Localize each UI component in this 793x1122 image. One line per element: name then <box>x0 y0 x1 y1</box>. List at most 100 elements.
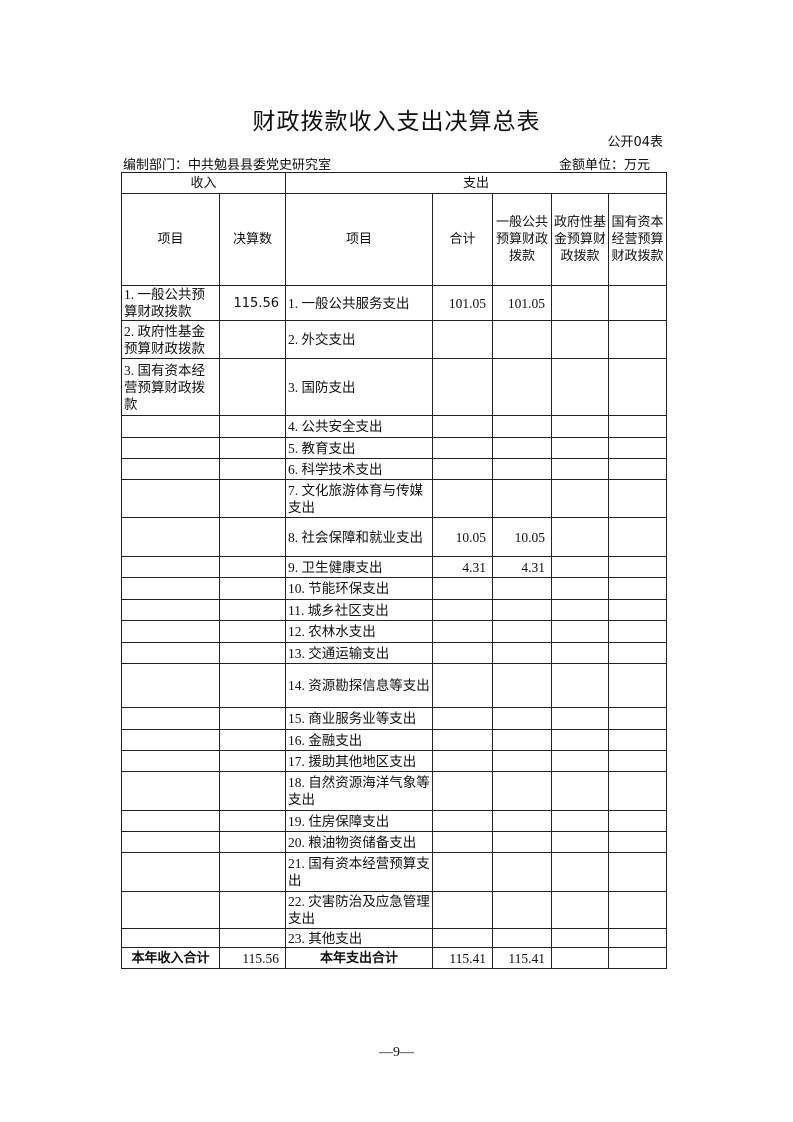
state-capital-cell <box>608 458 668 480</box>
expense-item: 8. 社会保障和就业支出 <box>285 517 434 557</box>
income-amount <box>218 707 287 730</box>
expense-total-fund <box>551 947 610 969</box>
income-amount <box>218 663 287 708</box>
gov-fund-cell <box>551 642 610 664</box>
general-budget-cell <box>492 810 553 832</box>
expense-item: 17. 援助其他地区支出 <box>285 750 434 772</box>
expense-item: 5. 教育支出 <box>285 437 434 459</box>
expense-item: 21. 国有资本经营预算支出 <box>285 852 434 892</box>
income-amount <box>218 810 287 832</box>
expense-total-cell <box>432 852 494 892</box>
expense-total-cell: 10.05 <box>432 517 494 557</box>
state-capital-cell <box>608 358 668 416</box>
general-budget-cell <box>492 729 553 751</box>
gov-fund-cell <box>551 458 610 480</box>
expense-total-cell <box>432 831 494 853</box>
expense-total-cell <box>432 771 494 811</box>
income-total-label: 本年收入合计 <box>121 947 220 969</box>
income-item: 3. 国有资本经营预算财政拨款 <box>121 358 220 416</box>
general-budget-cell: 101.05 <box>492 285 553 321</box>
expense-total-cell <box>432 599 494 621</box>
table-row: 10. 节能环保支出 <box>121 577 668 600</box>
expense-total-cell <box>432 663 494 708</box>
table-row: 5. 教育支出 <box>121 437 668 459</box>
income-item <box>121 852 220 892</box>
expense-total-cell: 4.31 <box>432 556 494 578</box>
table-row: 22. 灾害防治及应急管理支出 <box>121 891 668 929</box>
general-budget-cell <box>492 831 553 853</box>
income-amount <box>218 358 287 416</box>
general-budget-header: 一般公共预算财政拨款 <box>492 193 553 286</box>
state-capital-cell <box>608 891 668 929</box>
gov-fund-cell <box>551 891 610 929</box>
income-item <box>121 729 220 751</box>
income-item <box>121 415 220 438</box>
expense-total-cell <box>432 479 494 518</box>
income-amount <box>218 517 287 557</box>
state-capital-cell <box>608 928 668 948</box>
general-budget-cell: 10.05 <box>492 517 553 557</box>
general-budget-cell <box>492 750 553 772</box>
table-row: 15. 商业服务业等支出 <box>121 707 668 730</box>
table-row: 6. 科学技术支出 <box>121 458 668 480</box>
expense-total-label: 本年支出合计 <box>285 947 434 969</box>
expense-total-cell <box>432 928 494 948</box>
general-budget-cell <box>492 437 553 459</box>
expense-item: 19. 住房保障支出 <box>285 810 434 832</box>
table-row: 3. 国有资本经营预算财政拨款 3. 国防支出 <box>121 358 668 416</box>
income-item <box>121 479 220 518</box>
income-item <box>121 831 220 853</box>
income-item <box>121 771 220 811</box>
gov-fund-cell <box>551 729 610 751</box>
expense-total-cell <box>432 642 494 664</box>
expense-item: 9. 卫生健康支出 <box>285 556 434 578</box>
income-amount <box>218 599 287 621</box>
expense-total-cell <box>432 810 494 832</box>
income-item <box>121 517 220 557</box>
income-amount-header: 决算数 <box>218 193 287 286</box>
state-capital-cell <box>608 320 668 359</box>
table-row: 18. 自然资源海洋气象等支出 <box>121 771 668 811</box>
income-amount <box>218 771 287 811</box>
state-capital-cell <box>608 771 668 811</box>
gov-fund-cell <box>551 517 610 557</box>
gov-fund-header: 政府性基金预算财政拨款 <box>551 193 610 286</box>
state-capital-cell <box>608 831 668 853</box>
table-row: 11. 城乡社区支出 <box>121 599 668 621</box>
state-capital-cell <box>608 750 668 772</box>
state-capital-header: 国有资本经营预算财政拨款 <box>608 193 668 286</box>
state-capital-cell <box>608 437 668 459</box>
income-amount <box>218 556 287 578</box>
gov-fund-cell <box>551 750 610 772</box>
table-row: 20. 粮油物资储备支出 <box>121 831 668 853</box>
expense-item: 4. 公共安全支出 <box>285 415 434 438</box>
table-row: 2. 政府性基金预算财政拨款 2. 外交支出 <box>121 320 668 359</box>
expense-item: 1. 一般公共服务支出 <box>285 285 434 321</box>
expense-item: 15. 商业服务业等支出 <box>285 707 434 730</box>
income-item-header: 项目 <box>121 193 220 286</box>
expense-total-cell <box>432 729 494 751</box>
income-amount <box>218 891 287 929</box>
budget-table: 收入 支出 项目 决算数 项目 合计 一般公共预算财政拨款 政府性基金预算财政拨… <box>120 172 668 969</box>
gov-fund-cell <box>551 852 610 892</box>
state-capital-cell <box>608 517 668 557</box>
expense-item: 2. 外交支出 <box>285 320 434 359</box>
amount-unit: 金额单位：万元 <box>558 158 650 173</box>
gov-fund-cell <box>551 928 610 948</box>
income-amount <box>218 642 287 664</box>
gov-fund-cell <box>551 831 610 853</box>
table-row: 12. 农林水支出 <box>121 620 668 643</box>
table-row: 7. 文化旅游体育与传媒支出 <box>121 479 668 518</box>
gov-fund-cell <box>551 479 610 518</box>
expense-total-cell <box>432 891 494 929</box>
state-capital-cell <box>608 620 668 643</box>
state-capital-cell <box>608 852 668 892</box>
expense-header: 支出 <box>285 172 668 194</box>
state-capital-cell <box>608 285 668 321</box>
income-amount <box>218 479 287 518</box>
state-capital-cell <box>608 663 668 708</box>
expense-item: 3. 国防支出 <box>285 358 434 416</box>
income-item <box>121 458 220 480</box>
general-budget-cell <box>492 642 553 664</box>
table-row: 17. 援助其他地区支出 <box>121 750 668 772</box>
